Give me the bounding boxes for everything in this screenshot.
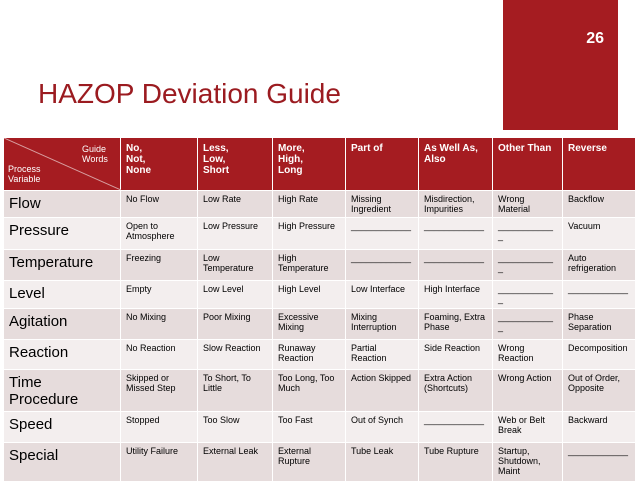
process-variable-cell: Flow [3, 190, 121, 218]
deviation-cell: Tube Leak [345, 442, 419, 482]
header-row: Guide Words Process Variable No, Not, No… [3, 137, 636, 191]
process-variable-cell: Speed [3, 411, 121, 443]
deviation-cell: Empty [120, 280, 198, 309]
table-row: Temperature Freezing Low Temperature High T… [3, 249, 636, 281]
deviation-cell: Auto refrigeration [562, 249, 636, 281]
deviation-cell: Low Interface [345, 280, 419, 309]
table-row: Pressure Open to Atmosphere Low Pressure Hi… [3, 217, 636, 250]
deviation-cell: Low Rate [197, 190, 273, 218]
deviation-cell: Mixing Interruption [345, 308, 419, 340]
deviation-cell: ____________ [492, 249, 563, 281]
deviation-cell: Wrong Material [492, 190, 563, 218]
deviation-cell: Poor Mixing [197, 308, 273, 340]
process-variable-cell: Level [3, 280, 121, 309]
deviation-cell: Utility Failure [120, 442, 198, 482]
deviation-cell: Excessive Mixing [272, 308, 346, 340]
deviation-cell: External Leak [197, 442, 273, 482]
column-header: More, High, Long [272, 137, 346, 191]
deviation-cell: Backward [562, 411, 636, 443]
deviation-cell: Extra Action (Shortcuts) [418, 369, 493, 412]
deviation-cell: Too Fast [272, 411, 346, 443]
deviation-cell: No Mixing [120, 308, 198, 340]
deviation-cell: Phase Separation [562, 308, 636, 340]
deviation-cell: Low Pressure [197, 217, 273, 250]
corner-cell: Guide Words Process Variable [3, 137, 121, 191]
deviation-cell: ____________ [418, 249, 493, 281]
slide-title: HAZOP Deviation Guide [38, 78, 341, 109]
deviation-cell: No Flow [120, 190, 198, 218]
deviation-cell: Out of Order, Opposite [562, 369, 636, 412]
guide-words: Guide Words [82, 144, 108, 164]
deviation-cell: Too Long, Too Much [272, 369, 346, 412]
deviation-cell: Skipped or Missed Step [120, 369, 198, 412]
deviation-cell: Backflow [562, 190, 636, 218]
deviation-cell: Wrong Action [492, 369, 563, 412]
process-variable-cell: Special [3, 442, 121, 482]
column-header: Part of [345, 137, 419, 191]
deviation-cell: Misdirection, Impurities [418, 190, 493, 218]
process-variable-cell: Pressure [3, 217, 121, 250]
deviation-cell: ____________ [418, 411, 493, 443]
process-variable-cell: Agitation [3, 308, 121, 340]
deviation-cell: Low Level [197, 280, 273, 309]
deviation-cell: External Rupture [272, 442, 346, 482]
deviation-cell: Action Skipped [345, 369, 419, 412]
deviation-cell: High Rate [272, 190, 346, 218]
column-header: As Well As, Also [418, 137, 493, 191]
deviation-cell: Web or Belt Break [492, 411, 563, 443]
deviation-cell: Partial Reaction [345, 339, 419, 370]
hazop-table: Guide Words Process Variable No, Not, No… [3, 137, 636, 482]
deviation-cell: Stopped [120, 411, 198, 443]
deviation-cell: Out of Synch [345, 411, 419, 443]
deviation-cell: Low Temperature [197, 249, 273, 281]
deviation-cell: ____________ [492, 217, 563, 250]
deviation-cell: Startup, Shutdown, Maint [492, 442, 563, 482]
process-variable-cell: Reaction [3, 339, 121, 370]
column-header: Reverse [562, 137, 636, 191]
deviation-cell: High Level [272, 280, 346, 309]
table-row: Agitation No Mixing Poor Mixing Excessive M… [3, 308, 636, 340]
deviation-cell: Wrong Reaction [492, 339, 563, 370]
table-row: Special Utility Failure External Leak Exter… [3, 442, 636, 482]
deviation-cell: Freezing [120, 249, 198, 281]
deviation-cell: ____________ [418, 217, 493, 250]
deviation-cell: Vacuum [562, 217, 636, 250]
corner-diagonal [4, 138, 121, 190]
slide-number: 26 [586, 30, 604, 47]
table-row: Speed Stopped Too Slow Too Fast Out of Synch… [3, 411, 636, 443]
table-row: Flow No Flow Low Rate High Rate Missing Ingr… [3, 190, 636, 218]
deviation-cell: No Reaction [120, 339, 198, 370]
column-header: Other Than [492, 137, 563, 191]
deviation-cell: Side Reaction [418, 339, 493, 370]
process-variable-cell: Time Procedure [3, 369, 121, 412]
slide-badge: 26 [503, 0, 618, 130]
column-header: No, Not, None [120, 137, 198, 191]
deviation-cell: ____________ [562, 280, 636, 309]
process-variable-cell: Temperature [3, 249, 121, 281]
deviation-cell: ____________ [492, 280, 563, 309]
column-header: Less, Low, Short [197, 137, 273, 191]
deviation-cell: Decomposition [562, 339, 636, 370]
deviation-cell: ____________ [345, 249, 419, 281]
deviation-cell: ____________ [345, 217, 419, 250]
table-row: Time Procedure Skipped or Missed Step To S… [3, 369, 636, 412]
deviation-cell: High Temperature [272, 249, 346, 281]
deviation-cell: Slow Reaction [197, 339, 273, 370]
deviation-cell: ____________ [562, 442, 636, 482]
deviation-cell: Missing Ingredient [345, 190, 419, 218]
deviation-cell: To Short, To Little [197, 369, 273, 412]
deviation-cell: ____________ [492, 308, 563, 340]
deviation-cell: Tube Rupture [418, 442, 493, 482]
table-row: Reaction No Reaction Slow Reaction Runaway … [3, 339, 636, 370]
deviation-cell: Open to Atmosphere [120, 217, 198, 250]
deviation-cell: Foaming, Extra Phase [418, 308, 493, 340]
deviation-cell: High Pressure [272, 217, 346, 250]
deviation-cell: Runaway Reaction [272, 339, 346, 370]
deviation-cell: High Interface [418, 280, 493, 309]
table-row: Level Empty Low Level High Level Low Interfa… [3, 280, 636, 309]
process-variable: Process Variable [8, 164, 41, 184]
deviation-cell: Too Slow [197, 411, 273, 443]
